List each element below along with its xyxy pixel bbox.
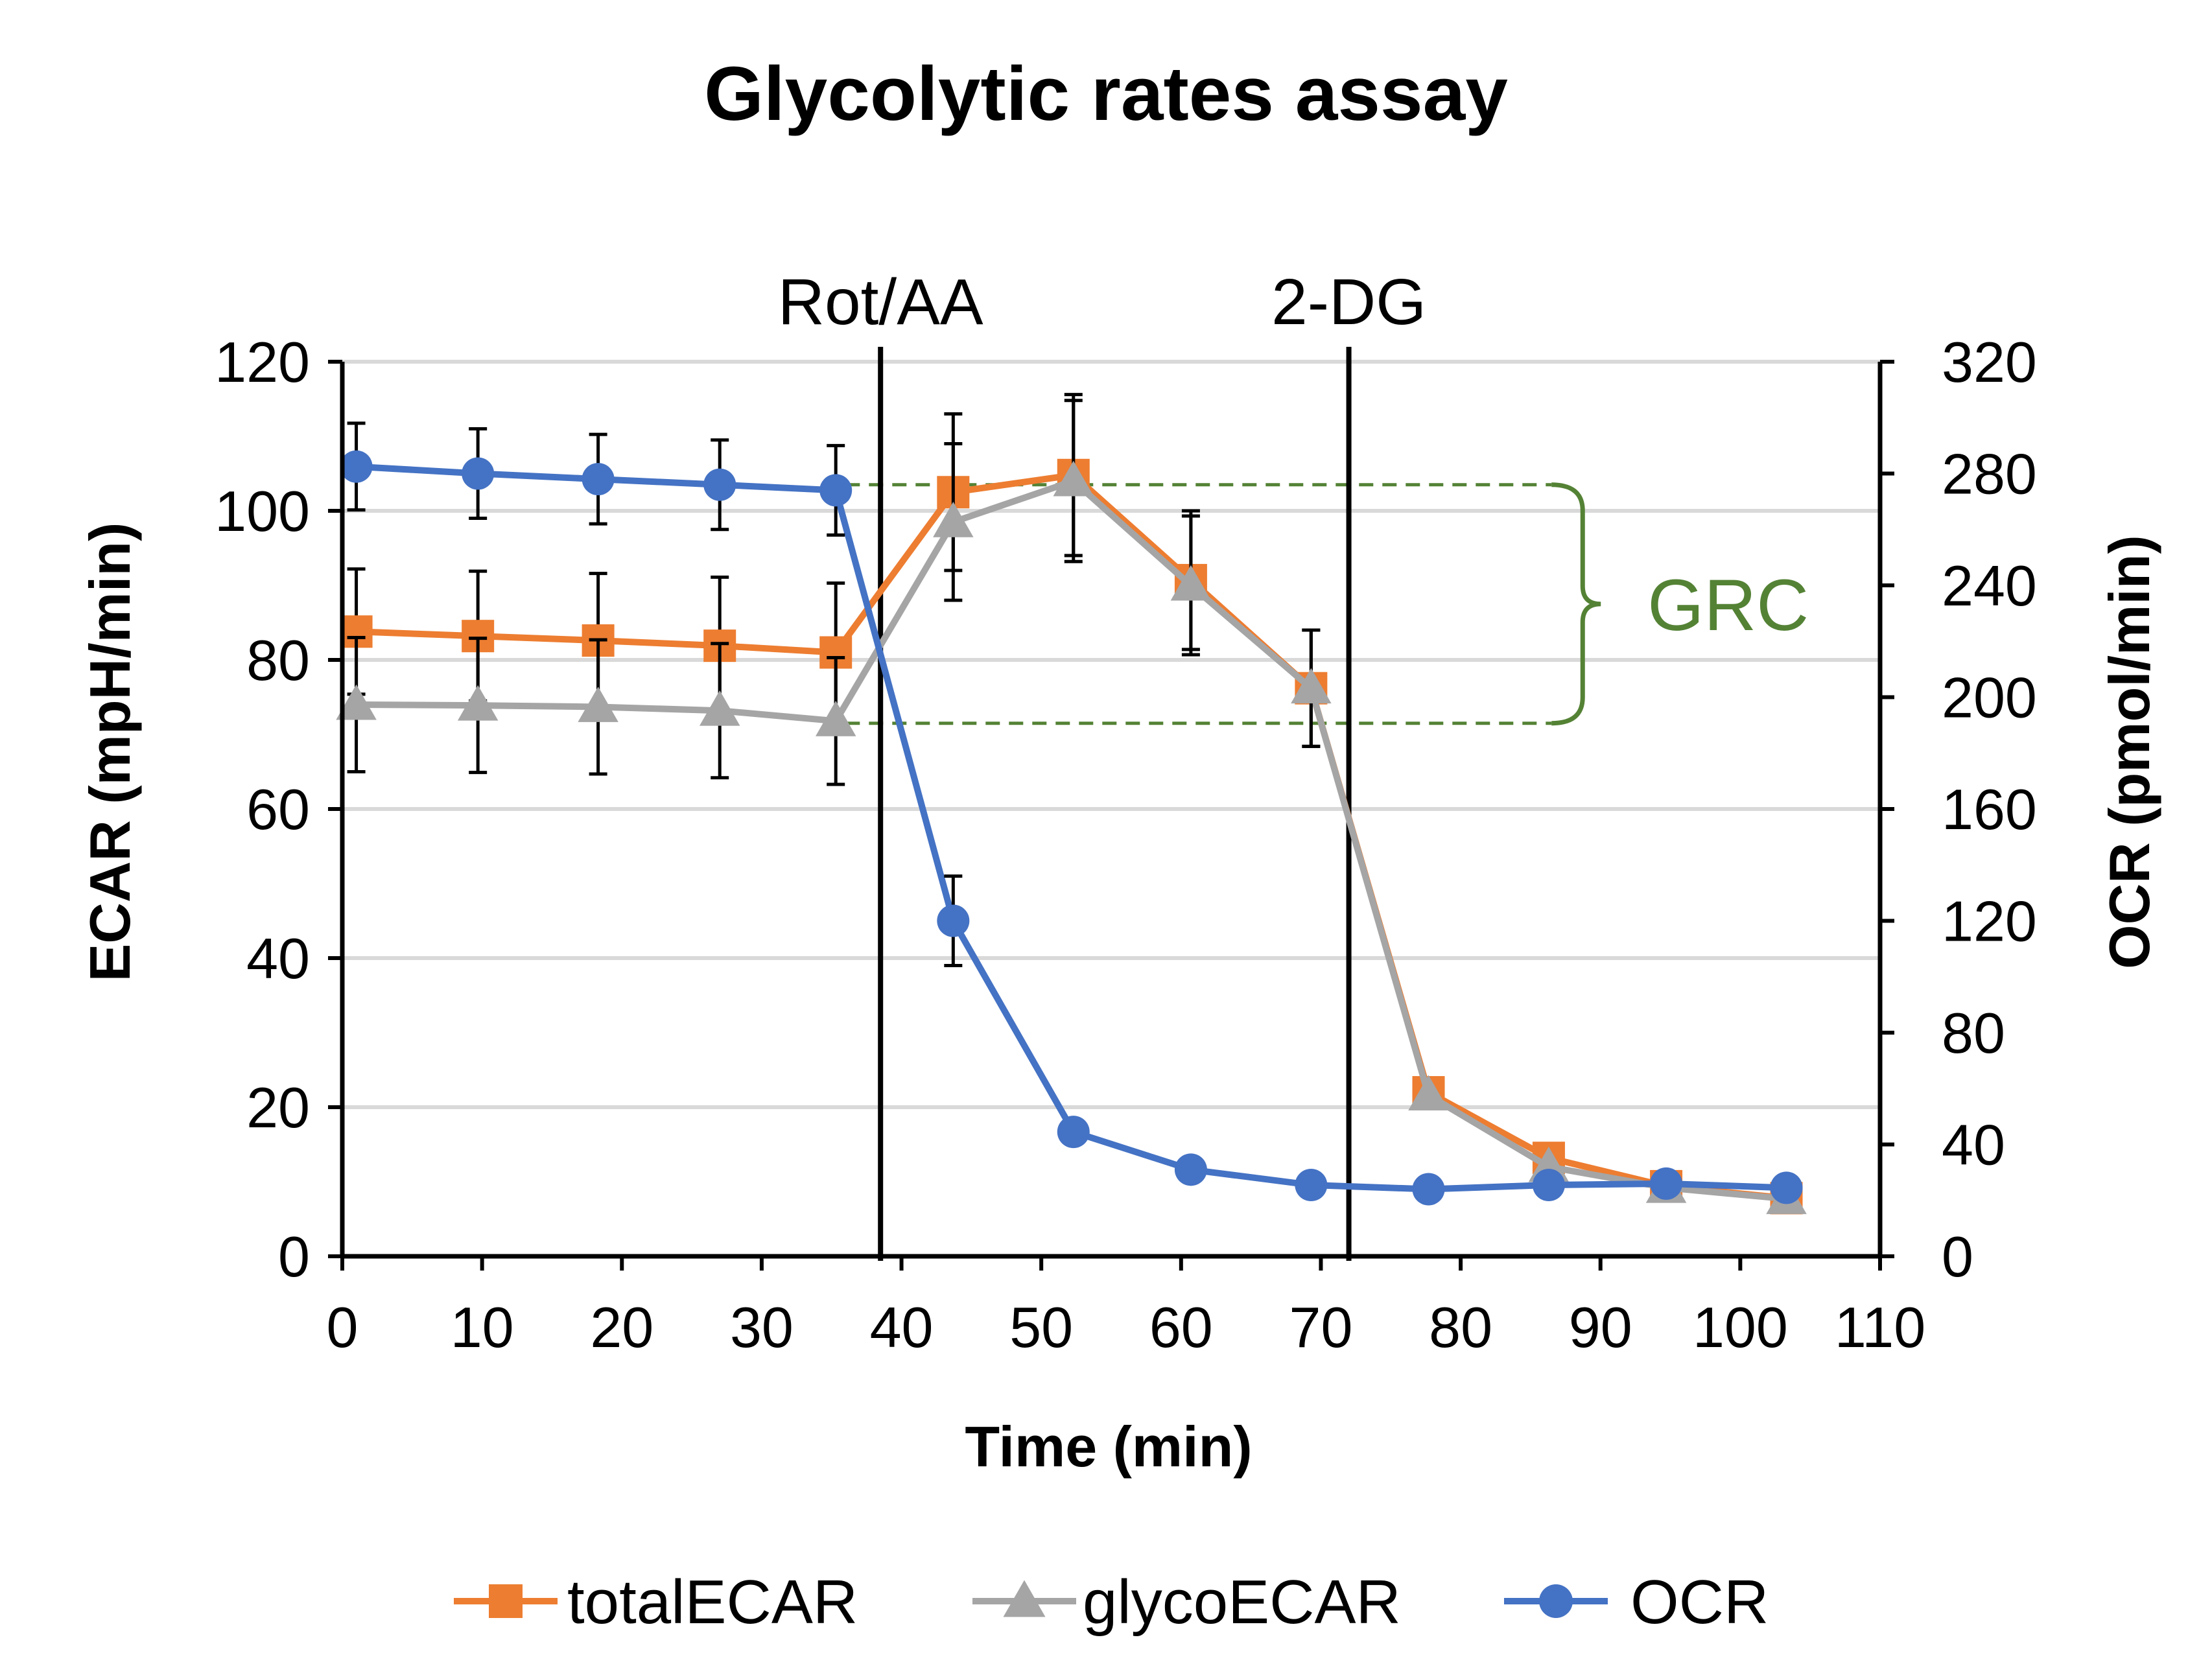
data-point-glycoECAR <box>457 685 499 721</box>
series-line-totalECAR <box>356 471 1787 1202</box>
x-tick-label: 50 <box>1009 1295 1073 1359</box>
legend-marker <box>1003 1580 1046 1617</box>
data-point-glycoECAR <box>699 690 740 726</box>
grc-label: GRC <box>1647 565 1809 646</box>
y-tick-label-right: 40 <box>1942 1113 2005 1177</box>
x-tick-label: 0 <box>327 1295 359 1359</box>
gridlines <box>342 360 1880 1109</box>
data-point-OCR <box>1770 1171 1803 1204</box>
x-tick-label: 10 <box>451 1295 514 1359</box>
data-point-glycoECAR <box>1170 565 1212 601</box>
series-line-glycoECAR <box>356 478 1787 1202</box>
data-point-glycoECAR <box>1291 668 1332 704</box>
y-tick-label-right: 160 <box>1942 777 2037 841</box>
y-tick-label-right: 280 <box>1942 442 2037 506</box>
legend-label: glycoECAR <box>1083 1567 1401 1637</box>
y-tick-label-right: 0 <box>1942 1225 1973 1289</box>
data-point-OCR <box>819 474 853 507</box>
axes: 0 10 20 30 40 50 60 70 80 90 100 110 0 20 40 60 80 100 120… <box>215 330 2037 1359</box>
data-point-OCR <box>1412 1173 1445 1206</box>
y-tick-label-right: 200 <box>1942 666 2037 730</box>
y-tick-label-right: 240 <box>1942 554 2037 618</box>
x-tick-label: 40 <box>870 1295 934 1359</box>
x-tick-label: 100 <box>1693 1295 1788 1359</box>
y-tick-label-left: 100 <box>215 479 310 543</box>
y-tick-label-right: 120 <box>1942 889 2037 954</box>
legend-marker <box>1539 1584 1573 1618</box>
data-point-OCR <box>1057 1116 1090 1149</box>
y-tick-label-right: 320 <box>1942 330 2037 394</box>
data-point-OCR <box>1650 1167 1683 1200</box>
x-tick-label: 110 <box>1835 1295 1925 1359</box>
x-tick-label: 60 <box>1149 1295 1213 1359</box>
data-point-OCR <box>1532 1169 1565 1202</box>
x-axis-label: Time (min) <box>965 1414 1252 1479</box>
y-tick-label-right: 80 <box>1942 1001 2005 1065</box>
data-point-OCR <box>937 904 970 937</box>
y-tick-label-left: 80 <box>246 628 310 692</box>
data-point-glycoECAR <box>336 684 377 720</box>
y-axis-label-right: OCR (pmol/min) <box>2097 535 2161 969</box>
data-point-OCR <box>1174 1153 1207 1186</box>
injection-label: Rot/AA <box>778 266 983 338</box>
legend: totalECAR glycoECAR OCR <box>454 1567 1769 1637</box>
y-tick-label-left: 0 <box>278 1225 310 1289</box>
chart-title: Glycolytic rates assay <box>704 51 1508 137</box>
legend-label: OCR <box>1630 1567 1769 1637</box>
data-point-OCR <box>582 463 615 496</box>
y-tick-label-left: 20 <box>246 1075 310 1140</box>
data-point-OCR <box>703 468 736 501</box>
data-point-OCR <box>340 450 373 483</box>
series-OCR <box>340 421 1803 1206</box>
x-tick-label: 90 <box>1569 1295 1632 1359</box>
legend-label: totalECAR <box>567 1567 858 1637</box>
data-point-glycoECAR <box>1408 1075 1449 1111</box>
y-tick-label-left: 120 <box>215 330 310 394</box>
x-tick-label: 30 <box>730 1295 794 1359</box>
data-point-glycoECAR <box>933 502 974 537</box>
y-tick-label-left: 60 <box>246 777 310 841</box>
legend-item-totalECAR: totalECAR <box>454 1567 858 1637</box>
grc-brace <box>1551 482 1601 726</box>
data-point-glycoECAR <box>1053 460 1094 497</box>
x-tick-label: 70 <box>1289 1295 1353 1359</box>
data-point-OCR <box>1295 1169 1328 1202</box>
series-line-OCR <box>356 463 1787 1193</box>
x-tick-label: 80 <box>1429 1295 1492 1359</box>
injection-markers: Rot/AA 2-DG <box>778 266 1426 1261</box>
legend-item-OCR: OCR <box>1504 1567 1769 1637</box>
x-tick-label: 20 <box>590 1295 653 1359</box>
injection-label: 2-DG <box>1271 266 1426 338</box>
legend-marker <box>489 1584 523 1618</box>
y-tick-label-left: 40 <box>246 926 310 991</box>
data-point-OCR <box>462 457 495 490</box>
legend-item-glycoECAR: glycoECAR <box>972 1567 1401 1637</box>
data-series <box>336 393 1807 1215</box>
data-point-glycoECAR <box>815 701 856 736</box>
data-point-glycoECAR <box>578 686 618 722</box>
y-axis-label-left: ECAR (mpH/min) <box>78 522 142 982</box>
